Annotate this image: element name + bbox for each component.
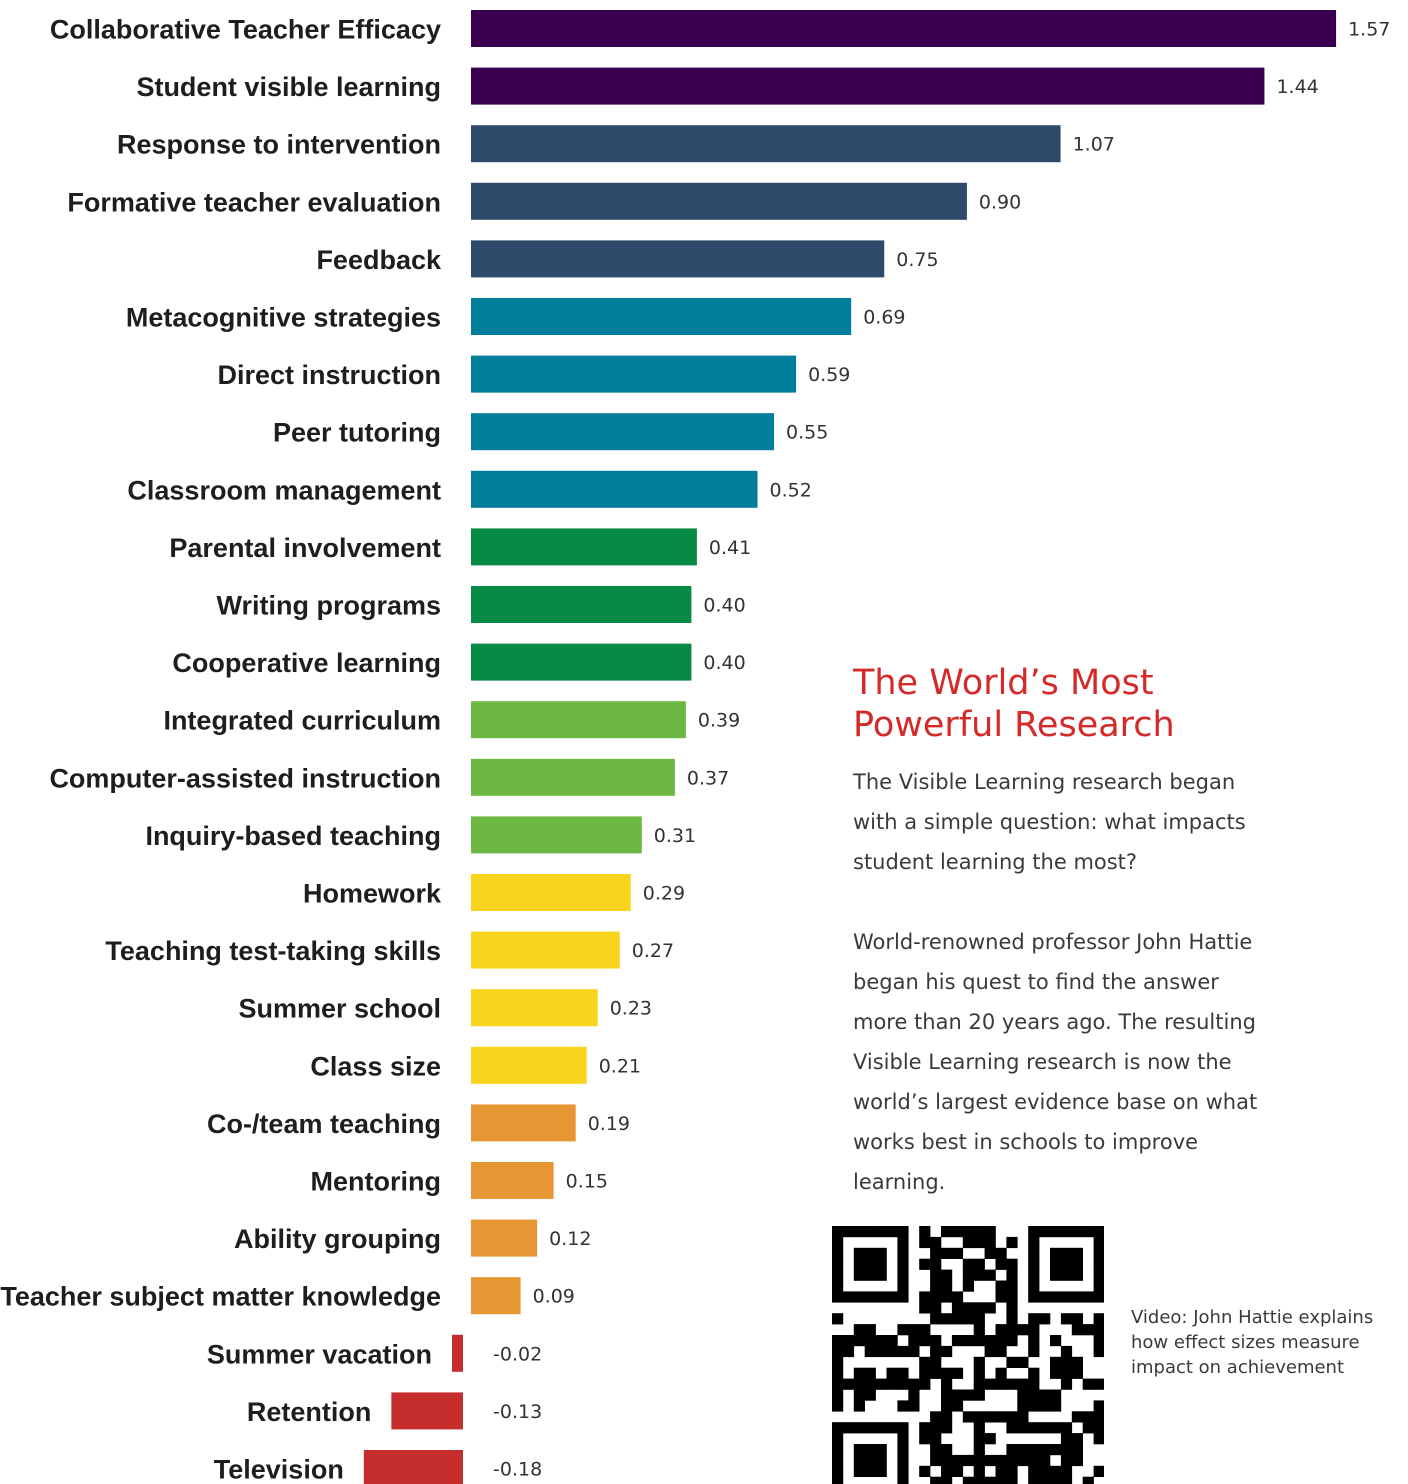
value-label: 0.55: [786, 422, 828, 444]
hattie-paragraph: World-renowned professor John Hattie beg…: [853, 930, 1258, 1194]
research-info-panel: The World’s Most Powerful Research The V…: [853, 662, 1333, 1202]
bar: [471, 67, 1265, 105]
value-label: 0.37: [687, 767, 729, 789]
category-label: Direct instruction: [217, 360, 441, 390]
value-label: 0.41: [709, 537, 751, 559]
value-label: 0.12: [549, 1228, 591, 1250]
bar: [471, 1046, 587, 1084]
value-label: 0.19: [588, 1113, 630, 1135]
category-label: Teaching test-taking skills: [105, 936, 441, 966]
heading-line-2: Powerful Research: [853, 705, 1175, 745]
bar: [471, 989, 598, 1027]
category-label: Inquiry-based teaching: [145, 821, 441, 851]
category-label: Computer-assisted instruction: [49, 763, 441, 793]
category-label: Response to intervention: [117, 130, 441, 160]
bar: [471, 528, 697, 566]
bar: [471, 10, 1337, 47]
category-label: Teacher subject matter knowledge: [0, 1282, 441, 1312]
bar: [391, 1392, 463, 1430]
value-label: 1.07: [1073, 134, 1115, 156]
category-label: Cooperative learning: [172, 648, 441, 678]
value-label: 1.44: [1276, 76, 1318, 98]
bar: [471, 1104, 576, 1142]
value-label: 0.40: [703, 652, 745, 674]
value-label: 0.39: [698, 710, 740, 732]
category-label: Summer vacation: [207, 1339, 432, 1369]
value-label: 0.69: [863, 307, 905, 329]
research-heading: The World’s Most Powerful Research: [853, 662, 1333, 746]
category-label: Summer school: [238, 994, 441, 1024]
value-label: 0.31: [654, 825, 696, 847]
value-label: 0.90: [979, 191, 1021, 213]
bar: [471, 470, 758, 508]
category-label: Integrated curriculum: [163, 706, 441, 736]
category-label: Retention: [247, 1397, 372, 1427]
bar: [471, 182, 967, 220]
category-label: Collaborative Teacher Efficacy: [50, 15, 441, 45]
bar: [451, 1334, 463, 1372]
category-label: Student visible learning: [136, 72, 441, 102]
bar: [471, 413, 775, 451]
category-label: Ability grouping: [234, 1224, 441, 1254]
bar: [471, 931, 620, 969]
value-label: 1.57: [1348, 19, 1390, 41]
bar: [471, 816, 642, 854]
bar: [471, 586, 692, 623]
intro-paragraph: The Visible Learning research began with…: [853, 770, 1246, 874]
value-label: 0.59: [808, 364, 850, 386]
value-label: -0.18: [493, 1459, 542, 1481]
qr-code-icon[interactable]: [832, 1226, 1104, 1484]
value-label: 0.75: [896, 249, 938, 271]
category-label: Television: [214, 1455, 344, 1484]
bar: [471, 643, 692, 681]
bar: [471, 1219, 538, 1257]
category-label: Metacognitive strategies: [126, 303, 441, 333]
category-label: Homework: [303, 879, 442, 909]
bar: [471, 758, 675, 796]
category-label: Class size: [310, 1051, 441, 1081]
bar: [363, 1450, 463, 1484]
value-label: -0.13: [493, 1401, 542, 1423]
value-label: -0.02: [493, 1343, 542, 1365]
bar: [471, 298, 852, 335]
bar: [471, 1277, 521, 1315]
bar: [471, 355, 797, 393]
category-label: Parental involvement: [169, 533, 441, 563]
bar: [471, 240, 885, 278]
value-label: 0.09: [533, 1286, 575, 1308]
value-label: 0.29: [643, 883, 685, 905]
bar: [471, 125, 1061, 163]
category-label: Mentoring: [311, 1167, 441, 1197]
category-label: Feedback: [316, 245, 442, 275]
category-label: Formative teacher evaluation: [67, 187, 441, 217]
category-label: Co-/team teaching: [207, 1109, 441, 1139]
value-label: 0.15: [566, 1171, 608, 1193]
category-label: Classroom management: [127, 475, 441, 505]
value-label: 0.21: [599, 1055, 641, 1077]
value-label: 0.27: [632, 940, 674, 962]
bar: [471, 874, 631, 911]
video-caption: Video: John Hattie explains how effect s…: [1131, 1307, 1374, 1378]
bar: [471, 1162, 554, 1199]
category-label: Peer tutoring: [273, 418, 441, 448]
value-label: 0.52: [770, 479, 812, 501]
value-label: 0.40: [703, 595, 745, 617]
value-label: 0.23: [610, 998, 652, 1020]
bar: [471, 701, 686, 739]
category-label: Writing programs: [216, 591, 441, 621]
heading-line-1: The World’s Most: [853, 663, 1154, 703]
